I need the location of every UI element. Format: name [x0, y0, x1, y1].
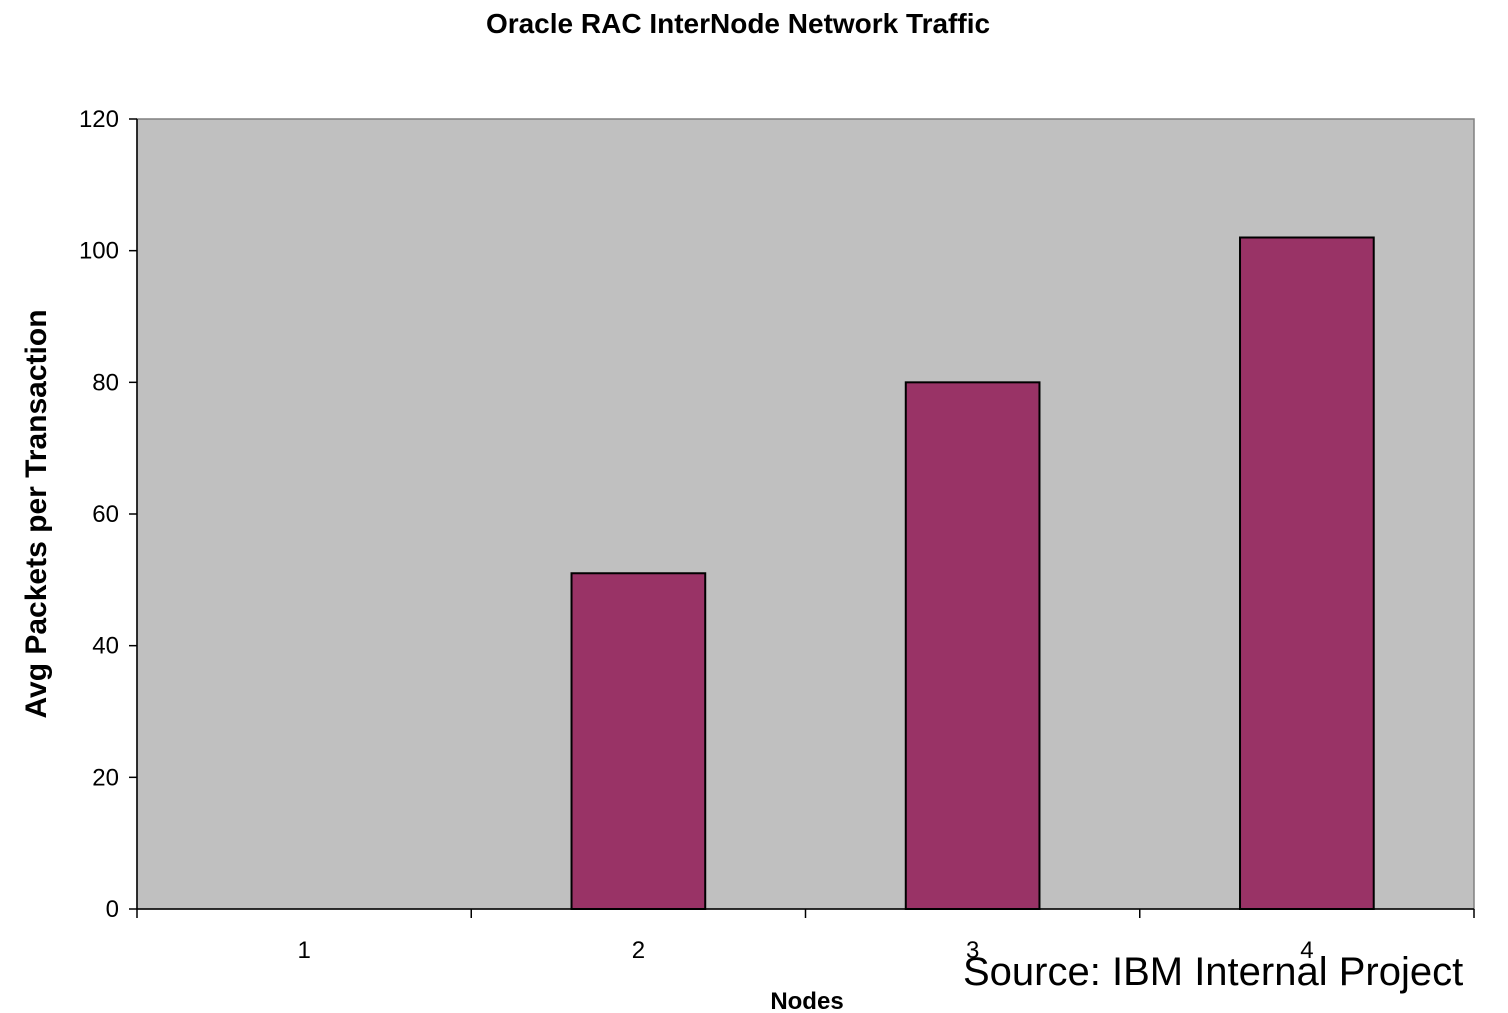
- bars: [570, 236, 1375, 911]
- bar-node-4: [1239, 236, 1375, 910]
- bar-node-3: [904, 381, 1041, 911]
- chart-title: Oracle RAC InterNode Network Traffic: [486, 8, 990, 39]
- y-tick-label: 0: [106, 896, 119, 923]
- x-axis: 1 2 3 4: [136, 908, 1475, 964]
- y-axis: 0 20 40 60 80 100 120: [79, 106, 138, 923]
- y-tick-label: 60: [92, 501, 119, 528]
- x-axis-title: Nodes: [770, 988, 843, 1013]
- y-axis-title: Avg Packets per Transaction: [20, 309, 53, 718]
- y-tick-label: 120: [79, 106, 119, 133]
- source-annotation: Source: IBM Internal Project: [963, 950, 1463, 994]
- x-tick-label: 4: [1300, 937, 1313, 964]
- bar-node-2: [570, 572, 707, 910]
- x-tick-label: 3: [966, 937, 979, 964]
- x-tick-label: 1: [297, 937, 310, 964]
- y-tick-label: 20: [92, 764, 119, 791]
- y-tick-label: 100: [79, 238, 119, 265]
- y-tick-label: 40: [92, 633, 119, 660]
- y-tick-label: 80: [92, 369, 119, 396]
- x-tick-label: 2: [632, 937, 645, 964]
